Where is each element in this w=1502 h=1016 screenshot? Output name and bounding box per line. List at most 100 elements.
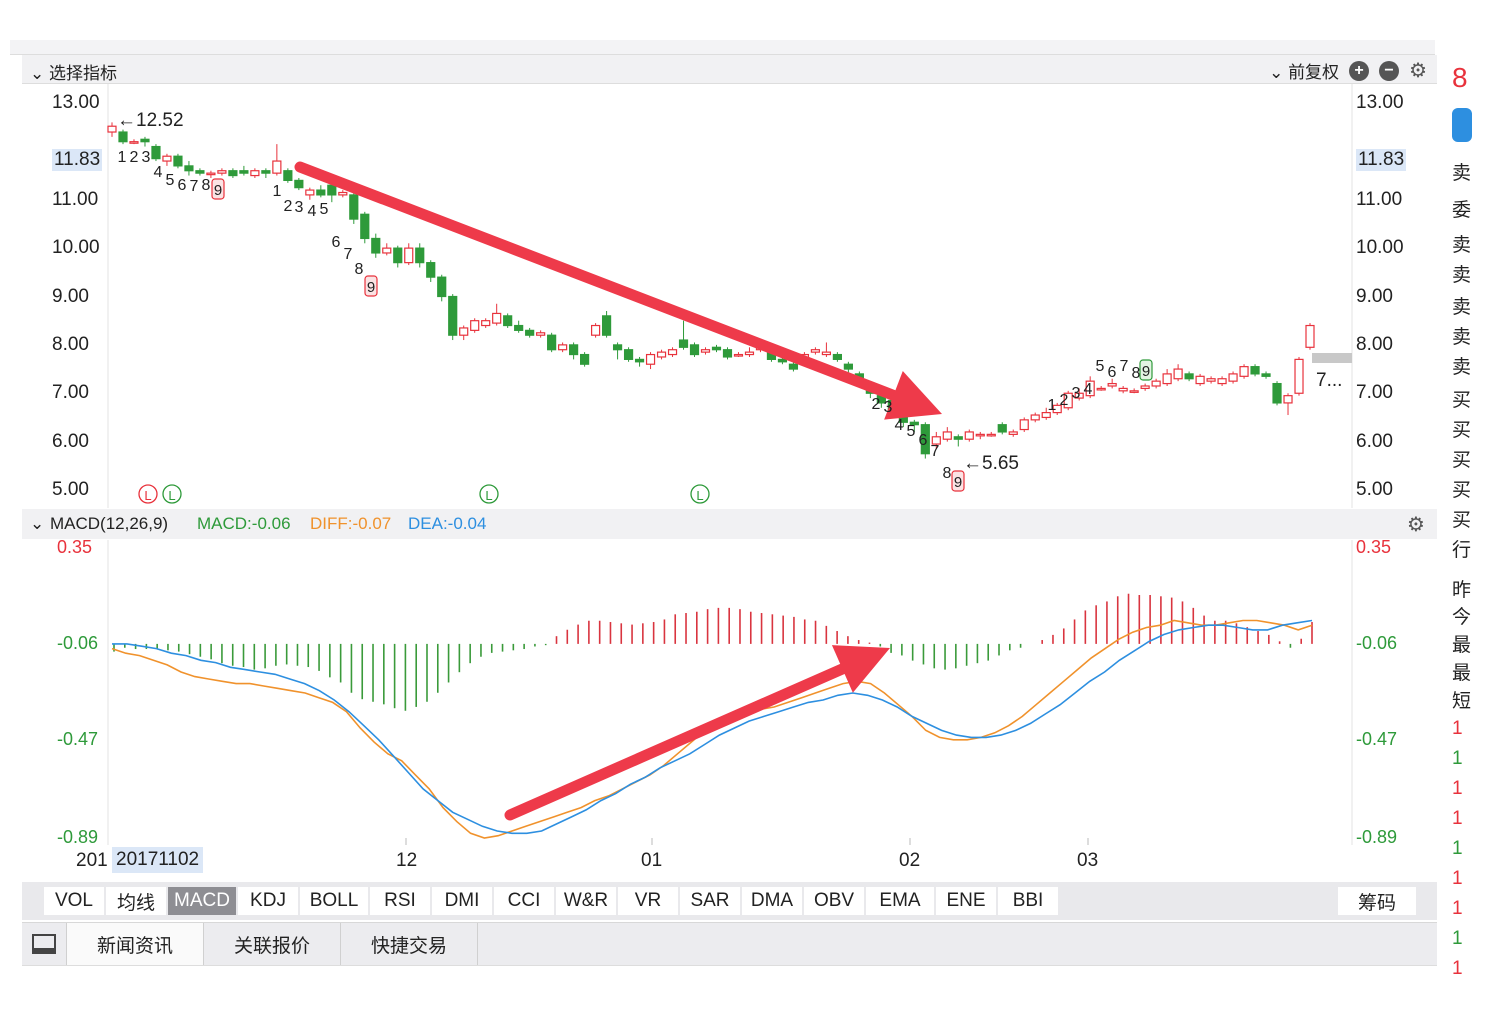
td-count-label: 3: [295, 199, 304, 216]
tab-indicator-bbi[interactable]: BBI: [998, 887, 1058, 915]
tab-news[interactable]: 新闻资讯: [67, 923, 204, 965]
tab-indicator-[interactable]: 均线: [106, 887, 166, 915]
td-nine-badge: [1139, 359, 1153, 381]
chevron-down-icon[interactable]: ⌄: [30, 514, 45, 533]
candle-body: [272, 160, 282, 174]
price-tick-label: 11.83: [1356, 148, 1407, 171]
gear-icon[interactable]: ⚙: [1409, 60, 1427, 82]
tab-indicator-obv[interactable]: OBV: [804, 887, 864, 915]
candle-body: [634, 358, 645, 363]
candle-body: [623, 349, 634, 360]
candle-body: [1261, 373, 1271, 377]
candle-body: [722, 349, 733, 358]
tab-indicator-vr[interactable]: VR: [618, 887, 678, 915]
candle-body: [426, 262, 436, 278]
signal-l-icon: L: [485, 488, 492, 503]
candle-body: [1052, 404, 1062, 414]
candle-body: [1217, 378, 1227, 385]
candle-body: [393, 247, 403, 264]
dea-value: DEA:-0.04: [408, 514, 487, 533]
td-count-label: 8: [202, 177, 211, 194]
tab-indicator-ema[interactable]: EMA: [866, 887, 934, 915]
candle-body: [371, 237, 381, 254]
side-panel-label: 买: [1452, 390, 1472, 411]
tab-indicator-wr[interactable]: W&R: [556, 887, 616, 915]
td-count-label: 4: [154, 164, 163, 181]
tab-indicator-ene[interactable]: ENE: [936, 887, 996, 915]
signal-l-icon: [162, 484, 182, 504]
candle-body: [338, 191, 348, 196]
panel-toggle-icon[interactable]: [22, 923, 67, 965]
side-panel-label: 短: [1452, 691, 1472, 712]
candle-body: [1250, 366, 1260, 375]
tab-indicator-vol[interactable]: VOL: [44, 887, 104, 915]
price-tick-label: 10.00: [1356, 237, 1404, 259]
candle-body: [349, 194, 359, 220]
tab-indicator-dma[interactable]: DMA: [742, 887, 802, 915]
chart-toolbar: ⌄ 选择指标 ⌄ 前复权 + − ⚙: [22, 55, 1437, 84]
tab-indicator-cci[interactable]: CCI: [494, 887, 554, 915]
price-tick-label: 6.00: [1356, 430, 1393, 452]
zoom-out-icon[interactable]: −: [1379, 60, 1400, 81]
candle-body: [1019, 419, 1029, 431]
td-nine-badge: [364, 275, 378, 297]
td-nine-badge: 9: [214, 182, 222, 199]
candle-body: [1283, 395, 1293, 404]
candle-body: [261, 170, 271, 174]
candle-body: [788, 363, 799, 370]
side-panel-label: 今: [1452, 607, 1472, 628]
candle-body: [667, 349, 678, 356]
zoom-in-icon[interactable]: +: [1349, 60, 1370, 81]
tab-related-quotes[interactable]: 关联报价: [204, 923, 341, 965]
candle-body: [975, 433, 985, 437]
adjust-mode-select[interactable]: ⌄ 前复权: [1269, 58, 1339, 83]
candle-body: [239, 170, 249, 174]
x-axis-label: 01: [641, 850, 663, 871]
tab-quick-trade[interactable]: 快捷交易: [341, 923, 478, 965]
candle-body: [986, 433, 996, 437]
tab-indicator-macd[interactable]: MACD: [168, 887, 236, 915]
td-count-label: 2: [284, 198, 293, 215]
candle-body: [832, 353, 842, 360]
td-count-label: 4: [1084, 381, 1093, 398]
gear-icon[interactable]: ⚙: [1407, 514, 1425, 536]
macd-tick-label: -0.47: [1356, 728, 1398, 749]
indicator-select-label: 选择指标: [48, 64, 117, 83]
bottom-tab-bar: 新闻资讯 关联报价 快捷交易: [22, 922, 1437, 965]
last-price-label: 7...: [1316, 370, 1343, 391]
td-count-label: 6: [178, 177, 187, 194]
tab-indicator-sar[interactable]: SAR: [680, 887, 740, 915]
candle-body: [1173, 368, 1183, 380]
candle-body: [283, 170, 293, 182]
candle-body: [1206, 378, 1216, 382]
indicator-select[interactable]: ⌄ 选择指标: [30, 59, 117, 84]
candle-body: [656, 351, 667, 358]
tab-indicator-kdj[interactable]: KDJ: [238, 887, 298, 915]
td-count-label: 4: [895, 417, 904, 434]
candle-body: [1030, 414, 1040, 421]
td-count-label: 1: [118, 149, 127, 166]
tab-chips[interactable]: 筹码: [1338, 887, 1416, 915]
candle-body: [1239, 366, 1249, 377]
macd-tick-label: 0.35: [57, 537, 93, 557]
tab-indicator-boll[interactable]: BOLL: [300, 887, 368, 915]
candle-body: [547, 334, 557, 351]
candle-body: [294, 179, 304, 189]
td-count-label: 8: [943, 465, 952, 482]
side-panel-label: 委: [1452, 200, 1472, 221]
x-axis-label: 03: [1077, 850, 1099, 871]
side-panel-button[interactable]: [1452, 108, 1472, 142]
tab-indicator-rsi[interactable]: RSI: [370, 887, 430, 915]
candle-body: [1096, 387, 1106, 391]
candle-body: [1162, 373, 1172, 385]
dea-line: [112, 619, 1313, 835]
price-tick-label: 10.00: [52, 237, 100, 259]
candle-body: [536, 332, 546, 336]
td-count-label: 2: [1060, 392, 1069, 409]
td-count-label: 1: [1048, 397, 1057, 414]
tab-indicator-dmi[interactable]: DMI: [432, 887, 492, 915]
side-panel-label: 卖: [1452, 265, 1472, 286]
candle-body: [481, 320, 491, 327]
signal-l-icon: [138, 484, 158, 504]
